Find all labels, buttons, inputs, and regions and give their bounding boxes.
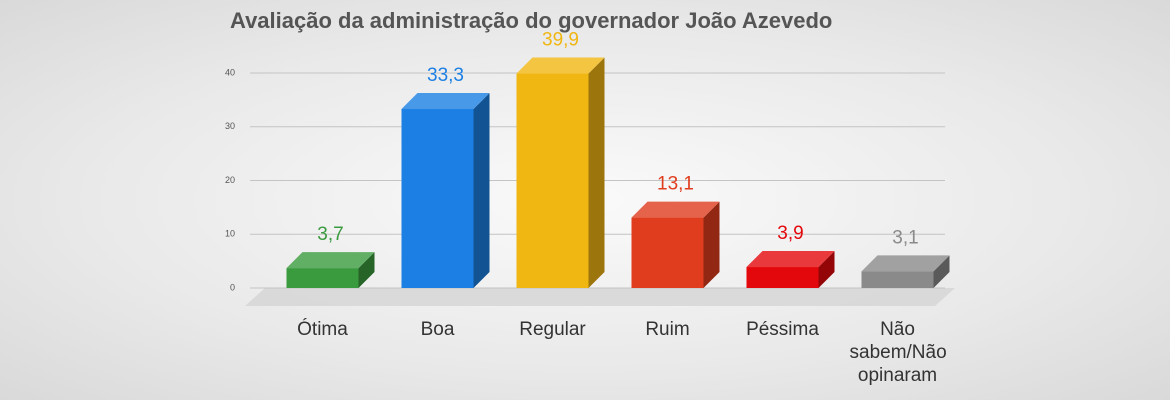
value-label: 3,1: [892, 227, 918, 248]
x-tick-label: Péssima: [746, 319, 819, 340]
bar-top: [861, 255, 950, 272]
bar-top: [286, 252, 375, 269]
bar: [746, 267, 819, 288]
floor: [245, 288, 955, 306]
bar-top: [746, 251, 835, 268]
value-label: 3,7: [317, 224, 343, 245]
y-tick-label: 30: [225, 121, 235, 131]
bar-side: [473, 93, 490, 288]
x-tick-label: Regular: [519, 319, 586, 340]
x-tick-label: Não sabem/Não opinaram: [849, 319, 947, 386]
bar-top: [401, 93, 490, 110]
x-tick-label: Ruim: [645, 319, 690, 340]
y-tick-label: 40: [225, 67, 235, 77]
bar: [401, 109, 474, 288]
bar: [861, 271, 934, 288]
chart-title: Avaliação da administração do governador…: [230, 8, 832, 33]
x-tick-label: Ótima: [297, 319, 348, 340]
bar-side: [703, 201, 720, 288]
y-tick-label: 10: [225, 229, 235, 239]
bar-side: [358, 252, 375, 288]
bar-top: [516, 57, 605, 74]
bar-top: [631, 201, 720, 218]
value-label: 3,9: [777, 223, 803, 244]
bar-side: [818, 251, 835, 288]
value-label: 33,3: [427, 65, 464, 86]
x-tick-label: Boa: [420, 319, 455, 340]
y-tick-label: 20: [225, 175, 235, 185]
y-tick-label: 0: [230, 282, 235, 292]
bar: [631, 217, 704, 288]
bar: [286, 268, 359, 288]
bar: [516, 73, 589, 288]
value-label: 13,1: [657, 174, 694, 195]
bar-side: [588, 57, 605, 288]
value-label: 39,9: [542, 30, 579, 51]
bar-side: [933, 255, 950, 288]
